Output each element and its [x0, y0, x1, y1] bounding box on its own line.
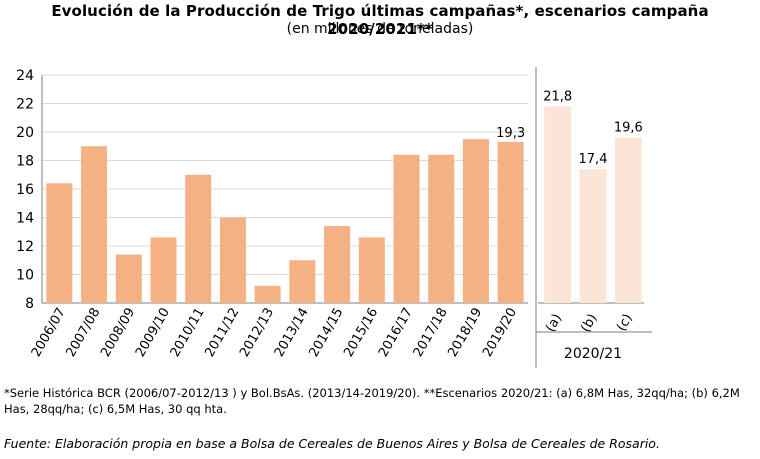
data-label: 21,8	[543, 89, 572, 104]
chart-subtitle: (en millones de toneladas)	[286, 21, 474, 37]
footnote: *Serie Histórica BCR (2006/07-2012/13 ) …	[4, 386, 740, 416]
y-tick-label: 16	[16, 182, 34, 198]
bar	[544, 106, 572, 303]
bar	[358, 237, 385, 303]
bar	[46, 183, 73, 303]
source-note: Fuente: Elaboración propia en base a Bol…	[4, 436, 660, 451]
y-tick-label: 20	[16, 125, 34, 141]
chart-title: Evolución de la Producción de Trigo últi…	[51, 2, 709, 38]
data-label: 17,4	[579, 152, 608, 167]
bar	[81, 146, 108, 303]
data-label: 19,3	[496, 126, 525, 141]
x-tick-label: 2019/20	[480, 306, 520, 360]
bar	[289, 260, 316, 303]
bar	[254, 285, 281, 303]
bar	[579, 169, 607, 303]
bar	[185, 174, 212, 303]
y-tick-label: 22	[16, 97, 34, 113]
bar	[428, 154, 455, 303]
y-tick-label: 24	[16, 68, 34, 84]
bar	[497, 141, 524, 303]
bar	[462, 139, 489, 303]
bar-chart: 810121416182022242006/072007/082008/0920…	[16, 67, 652, 368]
bar	[324, 226, 351, 303]
y-tick-label: 8	[25, 296, 34, 312]
y-tick-label: 10	[16, 268, 34, 284]
bar	[150, 237, 177, 303]
scenario-group-label: 2020/21	[564, 346, 622, 362]
y-tick-label: 18	[16, 154, 34, 170]
x-tick-label: (b)	[578, 312, 600, 335]
y-tick-label: 14	[16, 211, 34, 227]
bar	[393, 154, 420, 303]
data-label: 19,6	[614, 121, 643, 136]
y-tick-label: 12	[16, 239, 34, 255]
bar	[219, 217, 246, 303]
x-tick-label: (c)	[614, 312, 636, 334]
bar	[614, 137, 642, 303]
bar	[115, 254, 142, 303]
x-tick-label: (a)	[543, 312, 565, 335]
